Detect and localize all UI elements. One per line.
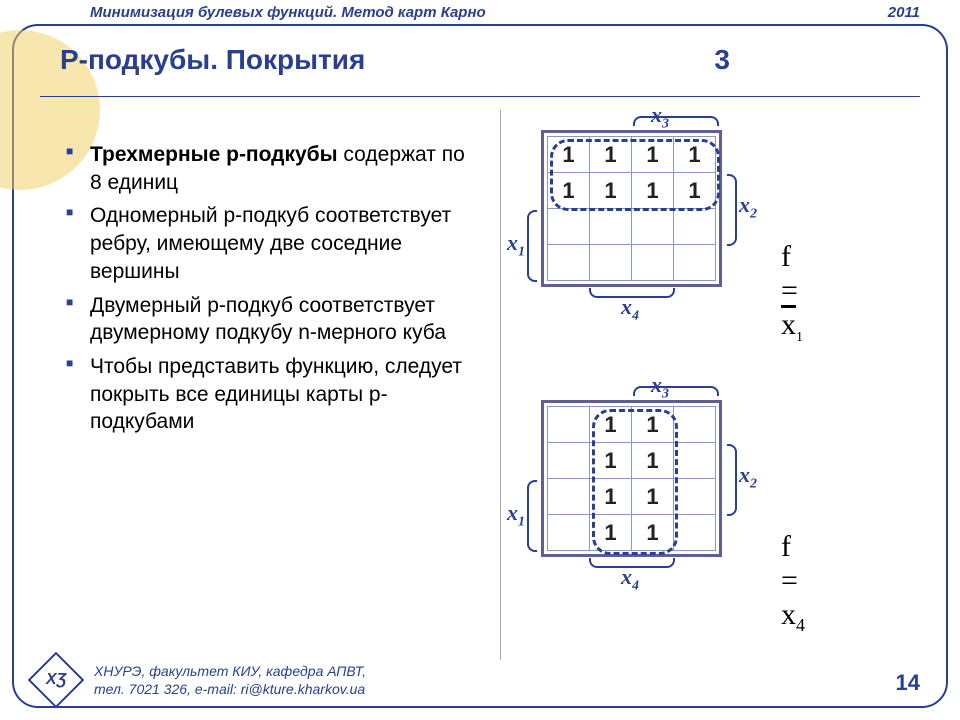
kmap-cell: 1 [590, 515, 632, 551]
bullet-3: Двумерный p-подкуб соответствует двумерн… [80, 292, 470, 347]
bullet-4: Чтобы представить функцию, следует покры… [80, 353, 470, 436]
kmap-cell: 1 [590, 407, 632, 443]
title-text: P-подкубы. Покрытия [60, 44, 365, 76]
kmap-cell [590, 245, 632, 281]
kmap2-grid: 11111111 [541, 400, 722, 557]
title-number: 3 [714, 44, 730, 76]
brace-bot [589, 288, 675, 298]
footer-text: ХНУРЭ, факультет КИУ, кафедра АПВТ, тел.… [94, 662, 366, 698]
kmap-cell: 1 [632, 515, 674, 551]
kmap-cell [548, 443, 590, 479]
bullet-list: Трехмерные p-подкубы содержат по 8 едини… [40, 141, 470, 442]
kmap-cell [548, 407, 590, 443]
kmap-cell [674, 407, 716, 443]
title-rule [40, 96, 920, 97]
kmap1-formula: f = x1 [781, 240, 803, 346]
kmap-cell [674, 209, 716, 245]
kmap-cell: 1 [632, 407, 674, 443]
kmap2-axis-x1: x1 [507, 500, 525, 530]
diagrams-column: x3 x2 x1 x4 11111111 f = x1 x3 x2 x1 x4 … [500, 110, 920, 660]
kmap-cell [632, 209, 674, 245]
kmap-cell: 1 [590, 137, 632, 173]
kmap1-axis-x1: x1 [507, 230, 525, 260]
kmap-cell: 1 [674, 173, 716, 209]
slide-title: P-подкубы. Покрытия 3 [60, 44, 900, 76]
brace-top [633, 116, 719, 126]
brace-left2 [527, 480, 537, 552]
kmap-cell [674, 443, 716, 479]
footer: XƷ ХНУРЭ, факультет КИУ, кафедра АПВТ, т… [30, 660, 930, 700]
kmap2-axis-x2: x2 [739, 462, 757, 492]
kmap-cell: 1 [548, 137, 590, 173]
kmap-cell [590, 209, 632, 245]
header-left: Минимизация булевых функций. Метод карт … [90, 4, 486, 21]
brace-right2 [727, 444, 737, 516]
kmap1-grid: 11111111 [541, 130, 722, 287]
kmap-cell [674, 245, 716, 281]
kmap-cell [548, 515, 590, 551]
kmap-cell [674, 479, 716, 515]
kmap-cell: 1 [632, 479, 674, 515]
kmap-cell: 1 [590, 479, 632, 515]
kmap2-formula: f = x4 [781, 530, 805, 636]
kmap-cell [674, 515, 716, 551]
kmap1-axis-x2: x2 [739, 192, 757, 222]
kmap-1: x3 x2 x1 x4 11111111 f = x1 [541, 130, 722, 287]
kmap-cell: 1 [632, 173, 674, 209]
kmap-cell: 1 [632, 137, 674, 173]
brace-top2 [633, 386, 719, 396]
brace-left [527, 210, 537, 282]
header-year: 2011 [888, 4, 920, 21]
header: Минимизация булевых функций. Метод карт … [90, 4, 920, 21]
kmap-cell: 1 [590, 173, 632, 209]
bullet-1: Трехмерные p-подкубы содержат по 8 едини… [80, 141, 470, 196]
kmap-cell [548, 479, 590, 515]
bullet-2: Одномерный p-подкуб соответствует ребру,… [80, 202, 470, 285]
kmap-cell: 1 [674, 137, 716, 173]
kmap-2: x3 x2 x1 x4 11111111 f = x4 [541, 400, 722, 557]
kmap-cell [548, 209, 590, 245]
kmap1-axis-x4: x4 [621, 294, 639, 324]
kmap-cell [548, 245, 590, 281]
logo-icon: XƷ [28, 652, 85, 709]
brace-bot2 [589, 558, 675, 568]
kmap2-axis-x4: x4 [621, 564, 639, 594]
kmap-cell: 1 [632, 443, 674, 479]
brace-right [727, 174, 737, 246]
kmap-cell: 1 [548, 173, 590, 209]
kmap-cell: 1 [590, 443, 632, 479]
kmap-cell [632, 245, 674, 281]
